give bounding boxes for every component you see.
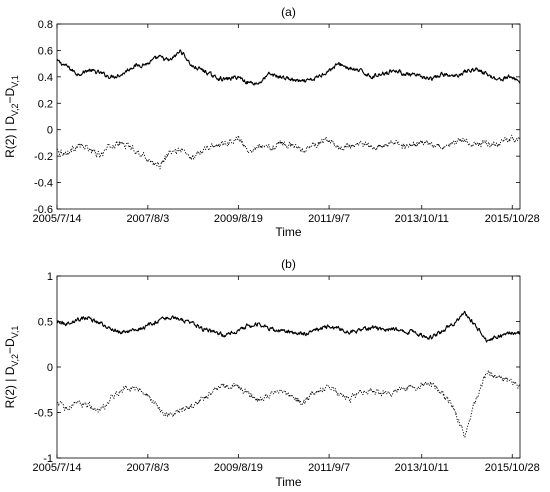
x-axis-title: Time [275, 475, 302, 489]
x-tick-label: 2011/9/7 [308, 462, 350, 474]
x-axis-title: Time [275, 225, 302, 239]
plot-frame [56, 23, 521, 210]
y-tick-label: 0.4 [38, 72, 53, 84]
y-axis-title-main: R(2) | D [3, 366, 17, 408]
x-tick-label: 2009/8/19 [214, 213, 263, 225]
panel-a: (a) -0.6 -0.4 -0.2 0 0.2 0.4 0.6 0.8 2005/7/14 200… [3, 5, 540, 239]
x-tick-label: 2013/10/11 [395, 462, 449, 474]
y-axis-title: R(2) | DV,2−DV,1 [3, 326, 20, 409]
y-tick-label: -0.5 [34, 408, 53, 420]
y-axis-title-sub2: V,1 [10, 75, 20, 88]
x-tick-label: 2007/8/3 [126, 462, 169, 474]
x-tick-label: 2011/9/7 [308, 213, 350, 225]
x-tick-label: 2013/10/11 [395, 213, 449, 225]
x-tick-label: 2015/10/28 [485, 462, 540, 474]
y-tick-label: 0 [47, 362, 53, 374]
x-tick-label: 2009/8/19 [214, 462, 263, 474]
y-tick-label: 0.2 [38, 98, 53, 110]
y-axis-title-sub1: V,2 [10, 103, 20, 116]
y-axis-title: R(2) | DV,2−DV,1 [3, 75, 20, 158]
y-tick-label: -0.6 [34, 204, 53, 216]
x-tick-label: 2005/7/14 [33, 462, 82, 474]
series-line-solid [57, 310, 520, 343]
y-axis-title-sub2: V,1 [10, 326, 20, 339]
plot-frame [56, 275, 521, 459]
x-tick-label: 2007/8/3 [126, 213, 169, 225]
y-axis-title-mid: −D [3, 87, 17, 103]
series-line-dotted [57, 369, 520, 438]
y-tick-label: 0.6 [38, 45, 53, 57]
y-tick-label: -0.4 [34, 178, 53, 190]
x-tick-label: 2005/7/14 [33, 213, 82, 225]
series-group [57, 310, 520, 438]
y-tick-label: 1 [47, 271, 53, 283]
y-tick-label: 0.5 [38, 317, 53, 329]
panel-title: (a) [281, 5, 296, 19]
panel-title: (b) [281, 257, 296, 271]
y-tick-label: -0.2 [34, 151, 53, 163]
panel-b: (b) -1 -0.5 0 0.5 1 2005/7/14 2007/8/3 2009/8/19… [3, 257, 540, 489]
series-line-solid [57, 49, 520, 86]
y-axis-title-mid: −D [3, 338, 17, 354]
y-axis-title-sub1: V,2 [10, 354, 20, 367]
series-line-dotted [57, 134, 520, 170]
y-tick-label: 0.8 [38, 19, 53, 31]
y-tick-label: -1 [43, 453, 53, 465]
x-tick-label: 2015/10/28 [485, 213, 540, 225]
y-axis-title-main: R(2) | D [3, 116, 17, 158]
series-group [57, 49, 520, 170]
y-tick-label: 0 [47, 125, 53, 137]
